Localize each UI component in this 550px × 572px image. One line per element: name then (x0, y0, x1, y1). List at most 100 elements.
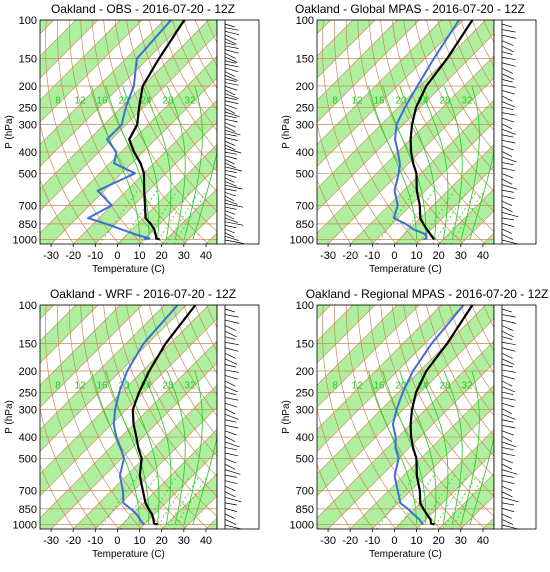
wind-barb (224, 181, 237, 187)
moist-adiabat (192, 149, 217, 240)
wind-barb (224, 133, 237, 137)
wind-barb (224, 41, 236, 46)
wind-barb (224, 347, 239, 352)
temperature-profile (128, 20, 186, 241)
y-tick-label: 200 (296, 81, 314, 93)
moist-adiabat (469, 149, 494, 240)
mixing-ratio-label: 28 (439, 95, 451, 106)
wind-barb (224, 458, 236, 464)
x-tick-label: 30 (455, 535, 467, 547)
mixing-ratio-label: 8 (332, 95, 338, 106)
wind-barb (224, 480, 238, 485)
mixing-ratio-label: 12 (74, 380, 86, 391)
wind-barb (501, 336, 513, 340)
wind-barb (501, 239, 519, 245)
x-tick-label: -30 (43, 535, 59, 547)
dry-adiabat (322, 20, 397, 244)
x-tick-label: 10 (410, 535, 422, 547)
isotherm-band (40, 305, 217, 496)
isotherm-line (394, 428, 494, 529)
wind-barb (501, 397, 516, 401)
x-tick-label: 0 (114, 250, 120, 262)
wind-barb (224, 210, 236, 215)
wind-barb (501, 452, 515, 457)
y-tick-label: 150 (296, 54, 314, 66)
wind-barb (224, 469, 241, 475)
wind-barb (224, 85, 238, 91)
wind-barb (224, 206, 237, 210)
mixing-ratio-line (155, 190, 191, 244)
wind-barb (501, 67, 513, 74)
moist-adiabat (419, 370, 449, 525)
wind-barb (501, 380, 513, 387)
mixing-ratio-label: 16 (373, 95, 385, 106)
moist-adiabat (183, 85, 203, 240)
wind-barb (224, 413, 239, 420)
dry-adiabat (160, 305, 217, 417)
mixing-ratio-label: 8 (55, 380, 61, 391)
dry-adiabat (322, 305, 397, 529)
wind-barb (501, 167, 515, 172)
wind-barb (501, 325, 514, 331)
isotherm-line (161, 473, 217, 529)
wind-barb (224, 358, 238, 365)
chart-title: Oakland - Regional MPAS - 2016-07-20 - 1… (306, 287, 549, 301)
wind-barb (224, 126, 236, 133)
y-tick-label: 150 (19, 54, 37, 66)
wind-barb (224, 34, 237, 41)
x-tick-label: -20 (65, 535, 81, 547)
dry-adiabat (391, 305, 494, 497)
isotherm-line (40, 305, 165, 430)
mixing-ratio-label: 16 (96, 380, 108, 391)
wind-barb (224, 144, 236, 151)
chart-title: Oakland - OBS - 2016-07-20 - 12Z (51, 2, 235, 16)
y-tick-label: 500 (19, 168, 37, 180)
isotherm-line (139, 166, 217, 244)
wind-barb (224, 369, 239, 373)
mixing-ratio-line (155, 475, 191, 529)
wind-barb (501, 375, 515, 380)
x-tick-label: 0 (391, 250, 397, 262)
isotherm-line (95, 121, 217, 244)
wind-barb-strip (493, 19, 537, 245)
y-tick-label: 400 (19, 432, 37, 444)
moist-adiabat (460, 85, 480, 240)
wind-barb (224, 508, 238, 512)
dewpoint-profile (87, 20, 172, 241)
wind-barb (224, 170, 237, 173)
wind-barb (501, 134, 514, 138)
dry-adiabat (426, 20, 494, 152)
skewt-panel: 8 12 16 20 24 28 32100150200250300400500700850… (281, 287, 549, 560)
wind-barb (501, 40, 514, 46)
wind-barb (501, 178, 513, 185)
dry-adiabat (103, 20, 217, 232)
wind-barb (224, 104, 237, 110)
wind-barb (501, 474, 514, 478)
x-tick-label: 0 (114, 535, 120, 547)
wind-barb (501, 469, 518, 475)
wind-barb (224, 137, 238, 141)
wind-barb (501, 413, 516, 420)
dry-adiabat (103, 305, 217, 517)
mixing-ratio-line (99, 475, 139, 529)
wind-barb (501, 217, 514, 221)
y-tick-label: 1000 (290, 519, 314, 531)
mixing-ratio-label: 20 (395, 95, 407, 106)
moist-adiabat (91, 370, 141, 525)
wind-barb (224, 424, 239, 429)
wind-barb (501, 156, 517, 163)
moist-adiabat (122, 85, 160, 240)
wind-barb (501, 386, 515, 393)
skewt-panel: 8 12 16 20 24 28 32100150200250300400500700850… (281, 2, 537, 275)
wind-barb (224, 45, 239, 49)
isotherm-line (416, 166, 494, 244)
isotherm-line (40, 305, 99, 364)
dewpoint-profile (391, 305, 465, 526)
dry-adiabat (40, 179, 75, 244)
x-tick-label: 20 (433, 535, 445, 547)
moist-adiabat (419, 85, 449, 240)
dry-adiabat (126, 305, 217, 477)
isotherm-line (317, 305, 376, 364)
isotherm-line (438, 473, 494, 529)
isotherm-line (40, 20, 165, 145)
